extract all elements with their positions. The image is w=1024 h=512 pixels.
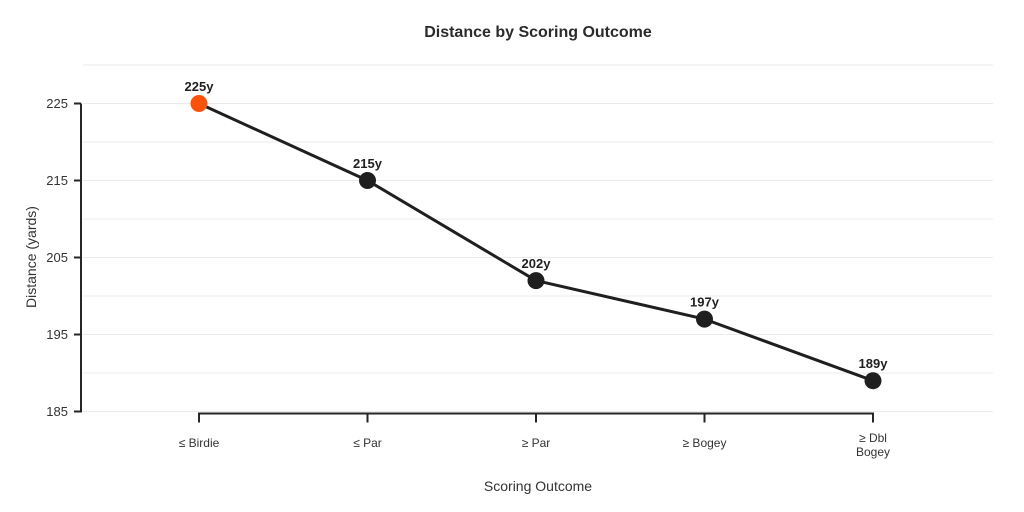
y-tick-label: 225 — [46, 96, 68, 111]
point-value-label: 202y — [522, 256, 552, 271]
data-point — [527, 272, 545, 290]
data-point — [696, 310, 713, 328]
x-tick-label: ≥ Par — [522, 436, 551, 450]
x-tick-label: ≥ Bogey — [683, 436, 727, 450]
point-value-label: 189y — [859, 356, 889, 371]
y-tick-label: 185 — [46, 404, 68, 419]
x-tick-label: ≥ Dbl Bogey — [856, 431, 890, 459]
point-value-label: 197y — [690, 295, 720, 310]
data-point-highlighted — [190, 95, 208, 112]
point-value-label: 215y — [353, 156, 383, 171]
y-tick-label: 195 — [46, 327, 68, 342]
data-point — [864, 372, 882, 390]
x-axis-label: Scoring Outcome — [483, 478, 593, 494]
y-tick-label: 215 — [46, 173, 68, 188]
data-point — [359, 172, 376, 189]
y-tick-label: 205 — [46, 250, 68, 265]
data-line — [198, 102, 874, 383]
x-tick-label: ≤ Par — [353, 436, 382, 450]
x-tick-label: ≤ Birdie — [179, 436, 220, 450]
point-value-label: 225y — [185, 79, 215, 94]
chart-title: Distance by Scoring Outcome — [424, 24, 652, 41]
